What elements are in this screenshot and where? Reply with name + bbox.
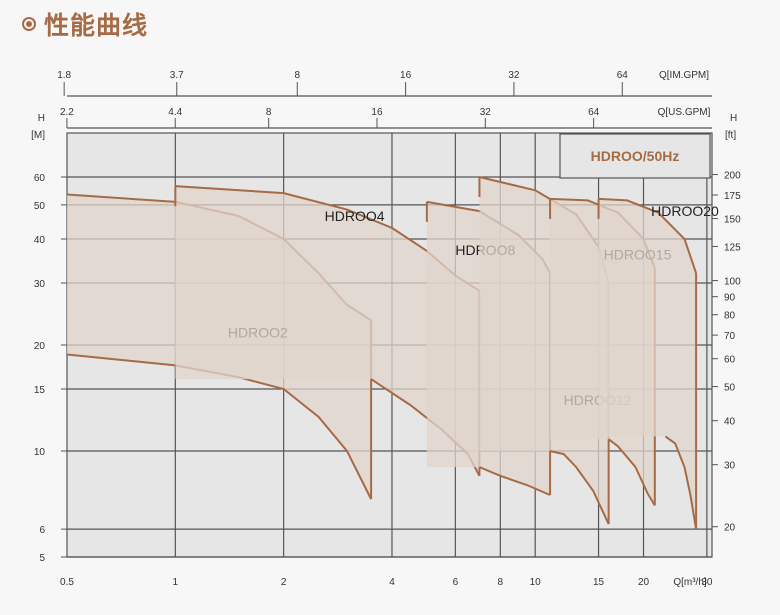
x-axis-label: Q[m³/h] — [673, 577, 707, 588]
right-tick-label: 20 — [724, 523, 736, 534]
series-lower-curve-hdroo15 — [608, 438, 656, 507]
x-tick-label: 20 — [638, 577, 650, 588]
top-imgpm-label: 64 — [617, 70, 629, 81]
y-tick-label: 15 — [34, 385, 46, 396]
series-lower-curve-hdroo20 — [664, 435, 698, 530]
y-tick-label: 20 — [34, 341, 46, 352]
y-tick-label: 50 — [34, 201, 46, 212]
right-tick-label: 150 — [724, 215, 741, 226]
x-tick-label: 8 — [498, 577, 504, 588]
top-imgpm-label: 8 — [294, 70, 300, 81]
x-tick-label: 6 — [453, 577, 459, 588]
top-usgpm-label: 8 — [266, 107, 272, 118]
right-tick-label: 100 — [724, 277, 741, 288]
y-axis-label-left: H — [38, 113, 45, 124]
legend-box — [559, 133, 711, 179]
right-tick-label: 175 — [724, 191, 741, 202]
x-tick-label: 2 — [281, 577, 287, 588]
right-tick-label: 125 — [724, 242, 741, 253]
top-imgpm-label: 32 — [508, 70, 520, 81]
y-tick-label: 5 — [39, 553, 45, 564]
x-tick-label: 4 — [389, 577, 395, 588]
x-tick-label: 1 — [173, 577, 179, 588]
right-tick-label: 80 — [724, 311, 736, 322]
y-axis-label-right: H — [730, 113, 737, 124]
top-usgpm-label: 32 — [480, 107, 492, 118]
series-fill-hdroo4 — [175, 186, 480, 476]
top-axis-1-label: Q[IM.GPM] — [659, 70, 709, 81]
legend-title: HDROO/50Hz — [591, 148, 680, 164]
x-tick-label: 30 — [701, 577, 713, 588]
x-tick-label: 15 — [593, 577, 605, 588]
top-usgpm-label: 16 — [371, 107, 383, 118]
circle-bullet-icon — [22, 17, 36, 31]
y-axis-unit-right: [ft] — [725, 130, 736, 141]
y-tick-label: 60 — [34, 173, 46, 184]
right-tick-label: 60 — [724, 355, 736, 366]
top-usgpm-label: 2.2 — [60, 107, 74, 118]
right-tick-label: 50 — [724, 383, 736, 394]
series-label-hdroo20: HDROO20 — [651, 203, 719, 219]
y-axis-unit-left: [M] — [31, 130, 45, 141]
top-imgpm-label: 16 — [400, 70, 412, 81]
y-tick-label: 30 — [34, 279, 46, 290]
top-usgpm-label: 64 — [588, 107, 600, 118]
series-label-hdroo4: HDROO4 — [325, 208, 385, 224]
x-tick-label: 10 — [530, 577, 542, 588]
page-title: 性能曲线 — [44, 11, 149, 40]
chart-header: 性能曲线 — [22, 8, 148, 40]
top-usgpm-label: 4.4 — [168, 107, 182, 118]
x-tick-label: 0.5 — [60, 577, 74, 588]
y-tick-label: 40 — [34, 235, 46, 246]
series-lower-curve-hdroo8 — [479, 466, 551, 496]
right-tick-label: 30 — [724, 461, 736, 472]
top-axis-2-label: Q[US.GPM] — [658, 107, 711, 118]
y-tick-label: 10 — [34, 447, 46, 458]
y-tick-label: 6 — [39, 525, 45, 536]
right-tick-label: 90 — [724, 293, 736, 304]
top-imgpm-label: 1.8 — [57, 70, 71, 81]
series-fill-hdroo20 — [598, 198, 697, 530]
right-tick-label: 40 — [724, 417, 736, 428]
right-tick-label: 70 — [724, 331, 736, 342]
series-upper-curve-hdroo20 — [598, 197, 698, 274]
right-tick-label: 200 — [724, 171, 741, 182]
series-lower-curve-hdroo12 — [549, 450, 610, 525]
top-imgpm-label: 3.7 — [170, 70, 184, 81]
